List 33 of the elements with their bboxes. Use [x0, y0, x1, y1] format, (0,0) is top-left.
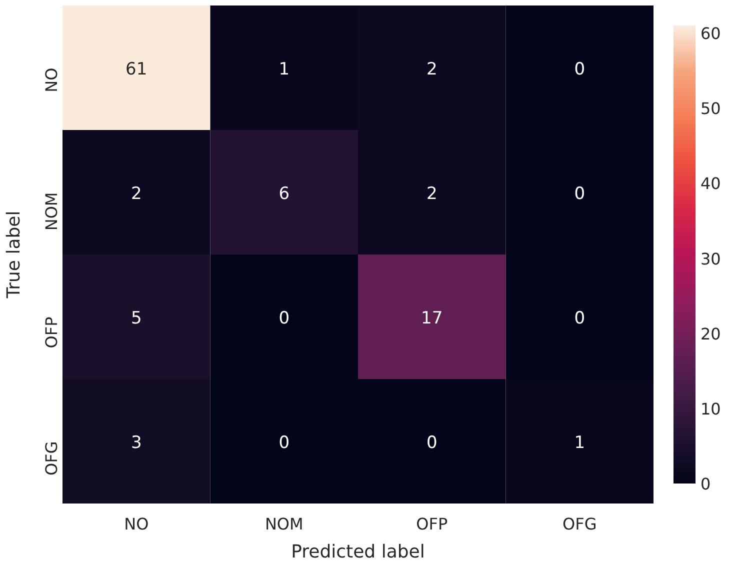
data-label: 2 [426, 59, 438, 80]
color-bar-label: 30 [700, 249, 721, 268]
data-label: 0 [278, 432, 290, 453]
color-bar-label: 60 [700, 24, 721, 44]
y-tick-label: OFG [42, 441, 61, 476]
color-bar-label: 0 [700, 474, 711, 494]
data-label: 2 [130, 184, 142, 204]
data-label: 1 [278, 59, 290, 80]
y-axis-title: True label [4, 210, 24, 300]
data-label: 0 [574, 184, 586, 204]
color-bar-label: 10 [700, 399, 721, 418]
x-tick-label: OFG [562, 514, 597, 534]
x-tick-label: OFP [416, 514, 448, 534]
data-label: 0 [574, 308, 586, 328]
data-label: 0 [574, 59, 586, 80]
data-label: 0 [426, 432, 438, 453]
data-label: 6 [278, 184, 290, 204]
x-axis-title: Predicted label [291, 542, 425, 562]
y-tick-label: NO [42, 68, 61, 92]
data-label: 2 [426, 184, 438, 204]
color-bar-label: 50 [700, 99, 721, 118]
y-tick-label: OFP [42, 316, 61, 348]
y-tick-label: NOM [42, 192, 61, 231]
color-bar-label: 20 [700, 324, 721, 344]
color-bar-label: 40 [700, 174, 721, 194]
x-tick-label: NOM [264, 514, 304, 534]
x-tick-label: NO [124, 514, 149, 534]
data-label: 1 [574, 432, 586, 453]
data-label: 3 [130, 432, 142, 453]
data-label: 17 [421, 308, 443, 328]
data-label: 5 [130, 308, 142, 328]
data-label: 0 [278, 308, 290, 328]
data-label: 61 [126, 59, 148, 80]
